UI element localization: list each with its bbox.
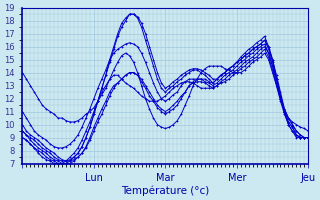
X-axis label: Température (°c): Température (°c) — [121, 185, 210, 196]
